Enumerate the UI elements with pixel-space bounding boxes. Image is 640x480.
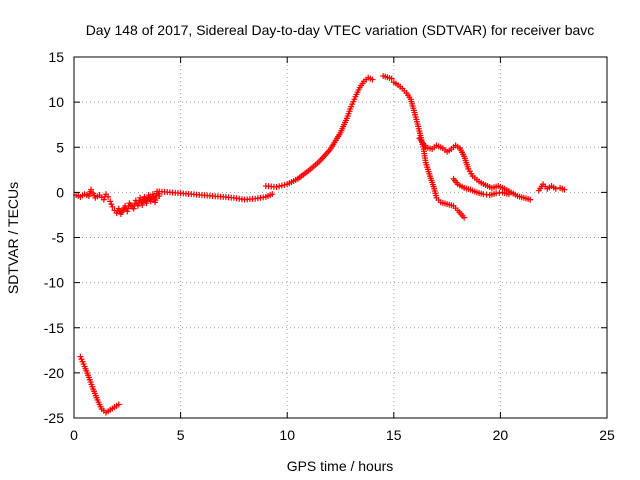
series-segment-9 (77, 353, 122, 416)
data-point (143, 200, 150, 207)
series-segment-3 (156, 188, 276, 203)
data-point (278, 182, 285, 189)
data-point (135, 200, 142, 207)
data-point (561, 186, 568, 193)
data-point (107, 198, 114, 205)
data-point (139, 202, 146, 209)
data-point (139, 199, 146, 206)
x-tick-label: 0 (70, 427, 78, 443)
data-point (88, 186, 95, 193)
data-point (124, 208, 131, 215)
data-point (461, 214, 468, 221)
data-point (144, 197, 151, 204)
x-tick-label: 5 (177, 427, 185, 443)
y-tick-label: 15 (48, 49, 64, 65)
y-tick-label: -5 (52, 230, 65, 246)
data-point (369, 76, 376, 83)
data-point (527, 196, 534, 203)
x-tick-label: 25 (599, 427, 615, 443)
data-point (273, 183, 280, 190)
series-segment-1 (73, 186, 112, 203)
data-point (130, 205, 137, 212)
data-point (109, 203, 116, 210)
axis-ticks: 0 5 10 15 20 25 15 10 5 0 -5 -10 -15 -20 -25 (44, 49, 615, 443)
chart-title: Day 148 of 2017, Sidereal Day-to-day VTE… (86, 22, 595, 38)
data-point (281, 181, 288, 188)
data-points (73, 72, 568, 416)
data-point (134, 202, 141, 209)
data-point (388, 75, 395, 82)
data-point (115, 401, 122, 408)
grid (74, 57, 607, 418)
series-segment-7 (450, 175, 512, 199)
y-tick-label: 10 (48, 94, 64, 110)
y-tick-label: -20 (44, 365, 64, 381)
y-tick-label: -10 (44, 275, 64, 291)
series-segment-8 (535, 181, 568, 194)
data-point (276, 183, 283, 190)
data-point (100, 196, 107, 203)
data-point (552, 185, 559, 192)
series-segment-2 (107, 188, 163, 218)
y-axis-title: SDTVAR / TECUs (5, 182, 21, 294)
plot-frame (73, 56, 608, 419)
x-axis-title: GPS time / hours (287, 458, 394, 474)
data-point (115, 205, 122, 212)
y-tick-label: 0 (56, 184, 64, 200)
series-segment-6 (416, 135, 534, 203)
x-tick-label: 10 (279, 427, 295, 443)
y-tick-label: -15 (44, 320, 64, 336)
data-point (269, 191, 276, 198)
y-tick-label: 5 (56, 139, 64, 155)
x-tick-label: 20 (493, 427, 509, 443)
data-point (105, 193, 112, 200)
series-segment-4 (262, 74, 376, 190)
data-point (125, 205, 132, 212)
data-point (505, 191, 512, 198)
x-tick-label: 15 (386, 427, 402, 443)
y-tick-label: -25 (44, 410, 64, 426)
data-point (108, 201, 115, 208)
